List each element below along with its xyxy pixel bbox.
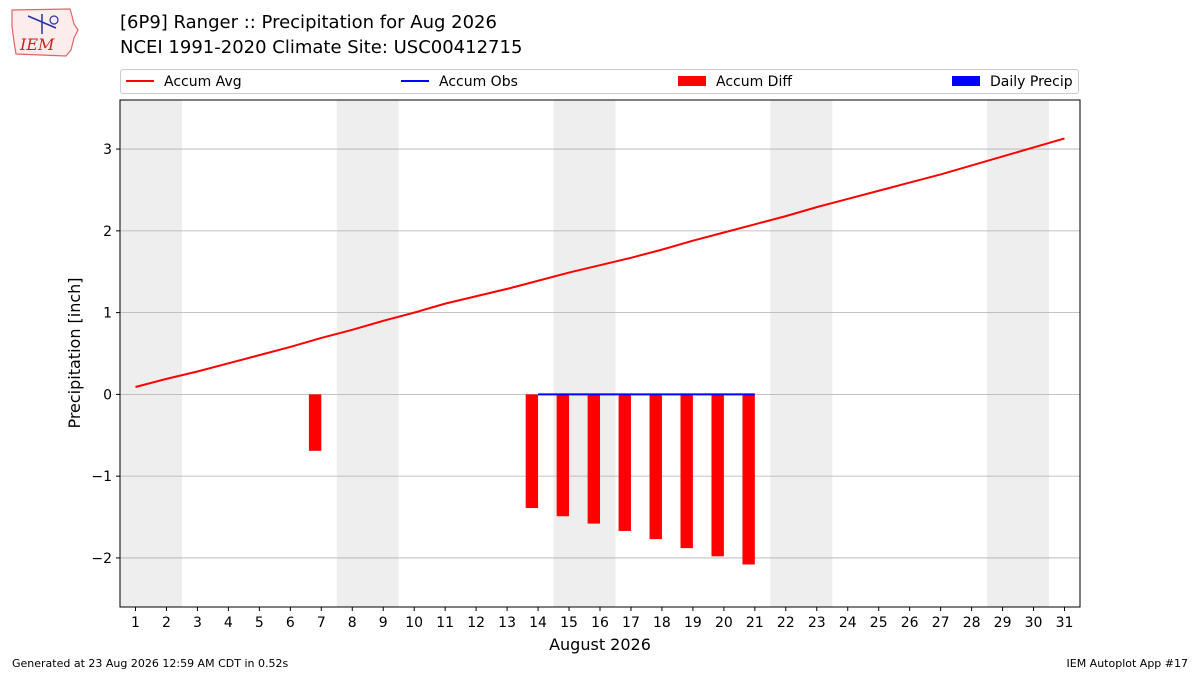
x-tick-label: 3 (193, 615, 202, 631)
weekend-shading (120, 100, 1050, 607)
x-tick-label: 28 (963, 615, 981, 631)
x-tick-label: 1 (131, 615, 140, 631)
x-tick-label: 13 (498, 615, 516, 631)
accum-avg-line (135, 137, 1065, 388)
y-axis-label: Precipitation [inch] (65, 277, 84, 428)
legend-label-daily-precip: Daily Precip (990, 74, 1073, 90)
accum-diff-bar (308, 394, 322, 451)
y-tick-label: 2 (103, 224, 112, 240)
iem-logo: IEM (11, 8, 79, 57)
x-tick-label: 29 (994, 615, 1012, 631)
logo-text: IEM (19, 35, 55, 54)
accum-diff-bar (556, 394, 570, 517)
x-tick-label: 17 (622, 615, 640, 631)
y-axis-ticks: −2 −1 0 1 2 3 (91, 142, 120, 567)
y-tick-label: 3 (103, 142, 112, 158)
weekend-band (336, 100, 399, 607)
legend-label-accum-avg: Accum Avg (164, 74, 242, 90)
legend-swatch-accum-avg (126, 80, 154, 82)
accum-diff-bar (618, 394, 631, 531)
x-tick-label: 2 (162, 615, 171, 631)
x-tick-label: 31 (1056, 615, 1074, 631)
legend-label-accum-obs: Accum Obs (439, 74, 518, 90)
x-tick-label: 25 (870, 615, 888, 631)
y-tick-label: −1 (91, 469, 112, 485)
x-tick-label: 30 (1025, 615, 1043, 631)
x-tick-label: 11 (436, 615, 454, 631)
legend-label-accum-diff: Accum Diff (716, 74, 793, 90)
x-tick-label: 9 (379, 615, 388, 631)
x-tick-label: 23 (808, 615, 826, 631)
accum-diff-bars (308, 394, 755, 565)
weekend-band (770, 100, 833, 607)
x-tick-label: 14 (529, 615, 547, 631)
x-tick-label: 27 (932, 615, 950, 631)
x-tick-label: 18 (653, 615, 671, 631)
x-tick-label: 4 (224, 615, 233, 631)
series-lines (135, 137, 1065, 396)
accum-diff-bar (649, 394, 662, 540)
legend-swatch-daily-precip (952, 76, 980, 86)
legend-swatch-accum-obs (401, 80, 429, 82)
y-tick-label: 0 (103, 387, 112, 403)
accum-diff-bar (587, 394, 600, 524)
x-tick-label: 20 (715, 615, 733, 631)
x-tick-label: 16 (591, 615, 609, 631)
autoplot-app-label: IEM Autoplot App #17 (1066, 657, 1189, 670)
x-tick-label: 6 (286, 615, 295, 631)
accum-diff-bar (525, 394, 539, 509)
x-tick-label: 10 (405, 615, 423, 631)
accum-diff-bar (680, 394, 693, 549)
weekend-band (987, 100, 1050, 607)
anemometer-icon (49, 15, 59, 25)
iowa-map-outline-icon (11, 8, 79, 57)
x-axis-ticks: 1 2 3 4 5 6 7 8 9 10 11 12 13 14 15 16 17 18 19 20 21 22 23 24 2… (131, 607, 1073, 631)
weekend-band (553, 100, 616, 607)
x-tick-label: 19 (684, 615, 702, 631)
y-tick-label: −2 (91, 551, 112, 567)
accum-diff-bar (742, 394, 755, 565)
x-tick-label: 21 (746, 615, 764, 631)
chart-subtitle: NCEI 1991-2020 Climate Site: USC00412715 (120, 37, 523, 58)
x-tick-label: 7 (317, 615, 326, 631)
legend-swatch-accum-diff (678, 76, 706, 86)
x-tick-label: 8 (348, 615, 357, 631)
chart-legend: Accum Avg Accum Obs Accum Diff Daily Pre… (120, 69, 1079, 94)
x-tick-label: 24 (839, 615, 857, 631)
x-axis-label: August 2026 (549, 635, 651, 654)
x-tick-label: 26 (901, 615, 919, 631)
weekend-band (120, 100, 182, 607)
x-tick-label: 22 (777, 615, 795, 631)
generated-timestamp: Generated at 23 Aug 2026 12:59 AM CDT in… (12, 657, 289, 670)
chart-title: [6P9] Ranger :: Precipitation for Aug 20… (120, 12, 497, 33)
y-tick-label: 1 (103, 306, 112, 322)
x-tick-label: 5 (255, 615, 264, 631)
x-tick-label: 12 (467, 615, 485, 631)
accum-diff-bar (711, 394, 724, 557)
x-tick-label: 15 (560, 615, 578, 631)
